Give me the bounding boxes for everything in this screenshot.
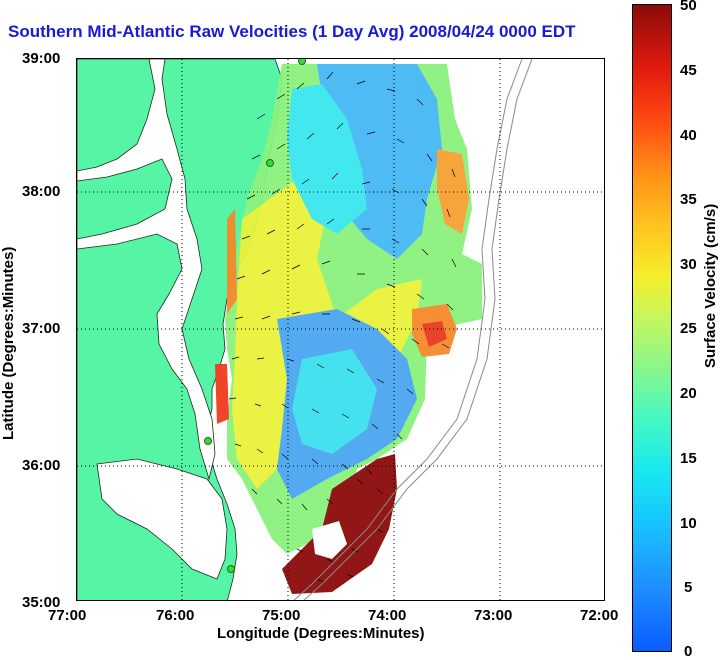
- field-red-center: [422, 321, 447, 347]
- colorbar-tick-label: 25: [680, 320, 697, 337]
- colorbar-tick-label: 10: [680, 515, 697, 532]
- bathymetry-contours: [293, 59, 533, 600]
- station-marker: [204, 437, 212, 445]
- colorbar-tick-label: 5: [684, 579, 693, 596]
- velocity-map: [77, 59, 604, 600]
- y-axis-title: Latitude (Degrees:Minutes): [0, 246, 17, 440]
- radar-stations: [204, 59, 306, 573]
- y-tick-label: 37:00: [22, 320, 61, 337]
- grid-lines: [77, 59, 604, 600]
- x-tick-label: 75:00: [262, 607, 301, 624]
- map-plot-area: [76, 58, 605, 601]
- colorbar-tick-label: 15: [680, 450, 697, 467]
- x-tick-label: 76:00: [156, 607, 195, 624]
- station-marker: [266, 159, 274, 167]
- chesapeake-bay: [77, 59, 216, 481]
- map-title: Southern Mid-Atlantic Raw Velocities (1 …: [8, 22, 576, 41]
- pamlico-sound: [96, 458, 228, 580]
- colorbar-title: Surface Velocity (cm/s): [702, 203, 719, 368]
- velocity-arrows: [228, 71, 457, 583]
- y-tick-label: 36:00: [22, 457, 61, 474]
- colorbar-tick-label: 45: [680, 62, 697, 79]
- station-marker: [298, 59, 306, 65]
- colorbar: [632, 4, 672, 652]
- station-marker: [227, 565, 235, 573]
- x-tick-label: 73:00: [474, 607, 513, 624]
- field-cyan-south: [292, 349, 377, 454]
- y-tick-label: 39:00: [22, 50, 61, 67]
- colorbar-tick-label: 35: [680, 191, 697, 208]
- field-white-hole: [312, 521, 347, 559]
- colorbar-tick-label: 40: [680, 127, 697, 144]
- x-tick-label: 74:00: [368, 607, 407, 624]
- field-orange-west: [227, 209, 237, 314]
- field-cyan-north: [287, 84, 367, 234]
- colorbar-tick-label: 0: [684, 643, 693, 660]
- x-axis-title: Longitude (Degrees:Minutes): [217, 625, 425, 642]
- x-tick-label: 77:00: [48, 607, 87, 624]
- y-tick-label: 35:00: [22, 594, 61, 611]
- velocity-field: [215, 64, 482, 594]
- y-tick-label: 38:00: [22, 183, 61, 200]
- colorbar-tick-label: 50: [680, 0, 697, 14]
- colorbar-tick-label: 20: [680, 385, 697, 402]
- field-red-west: [215, 364, 229, 424]
- colorbar-tick-label: 30: [680, 256, 697, 273]
- x-tick-label: 72:00: [580, 607, 619, 624]
